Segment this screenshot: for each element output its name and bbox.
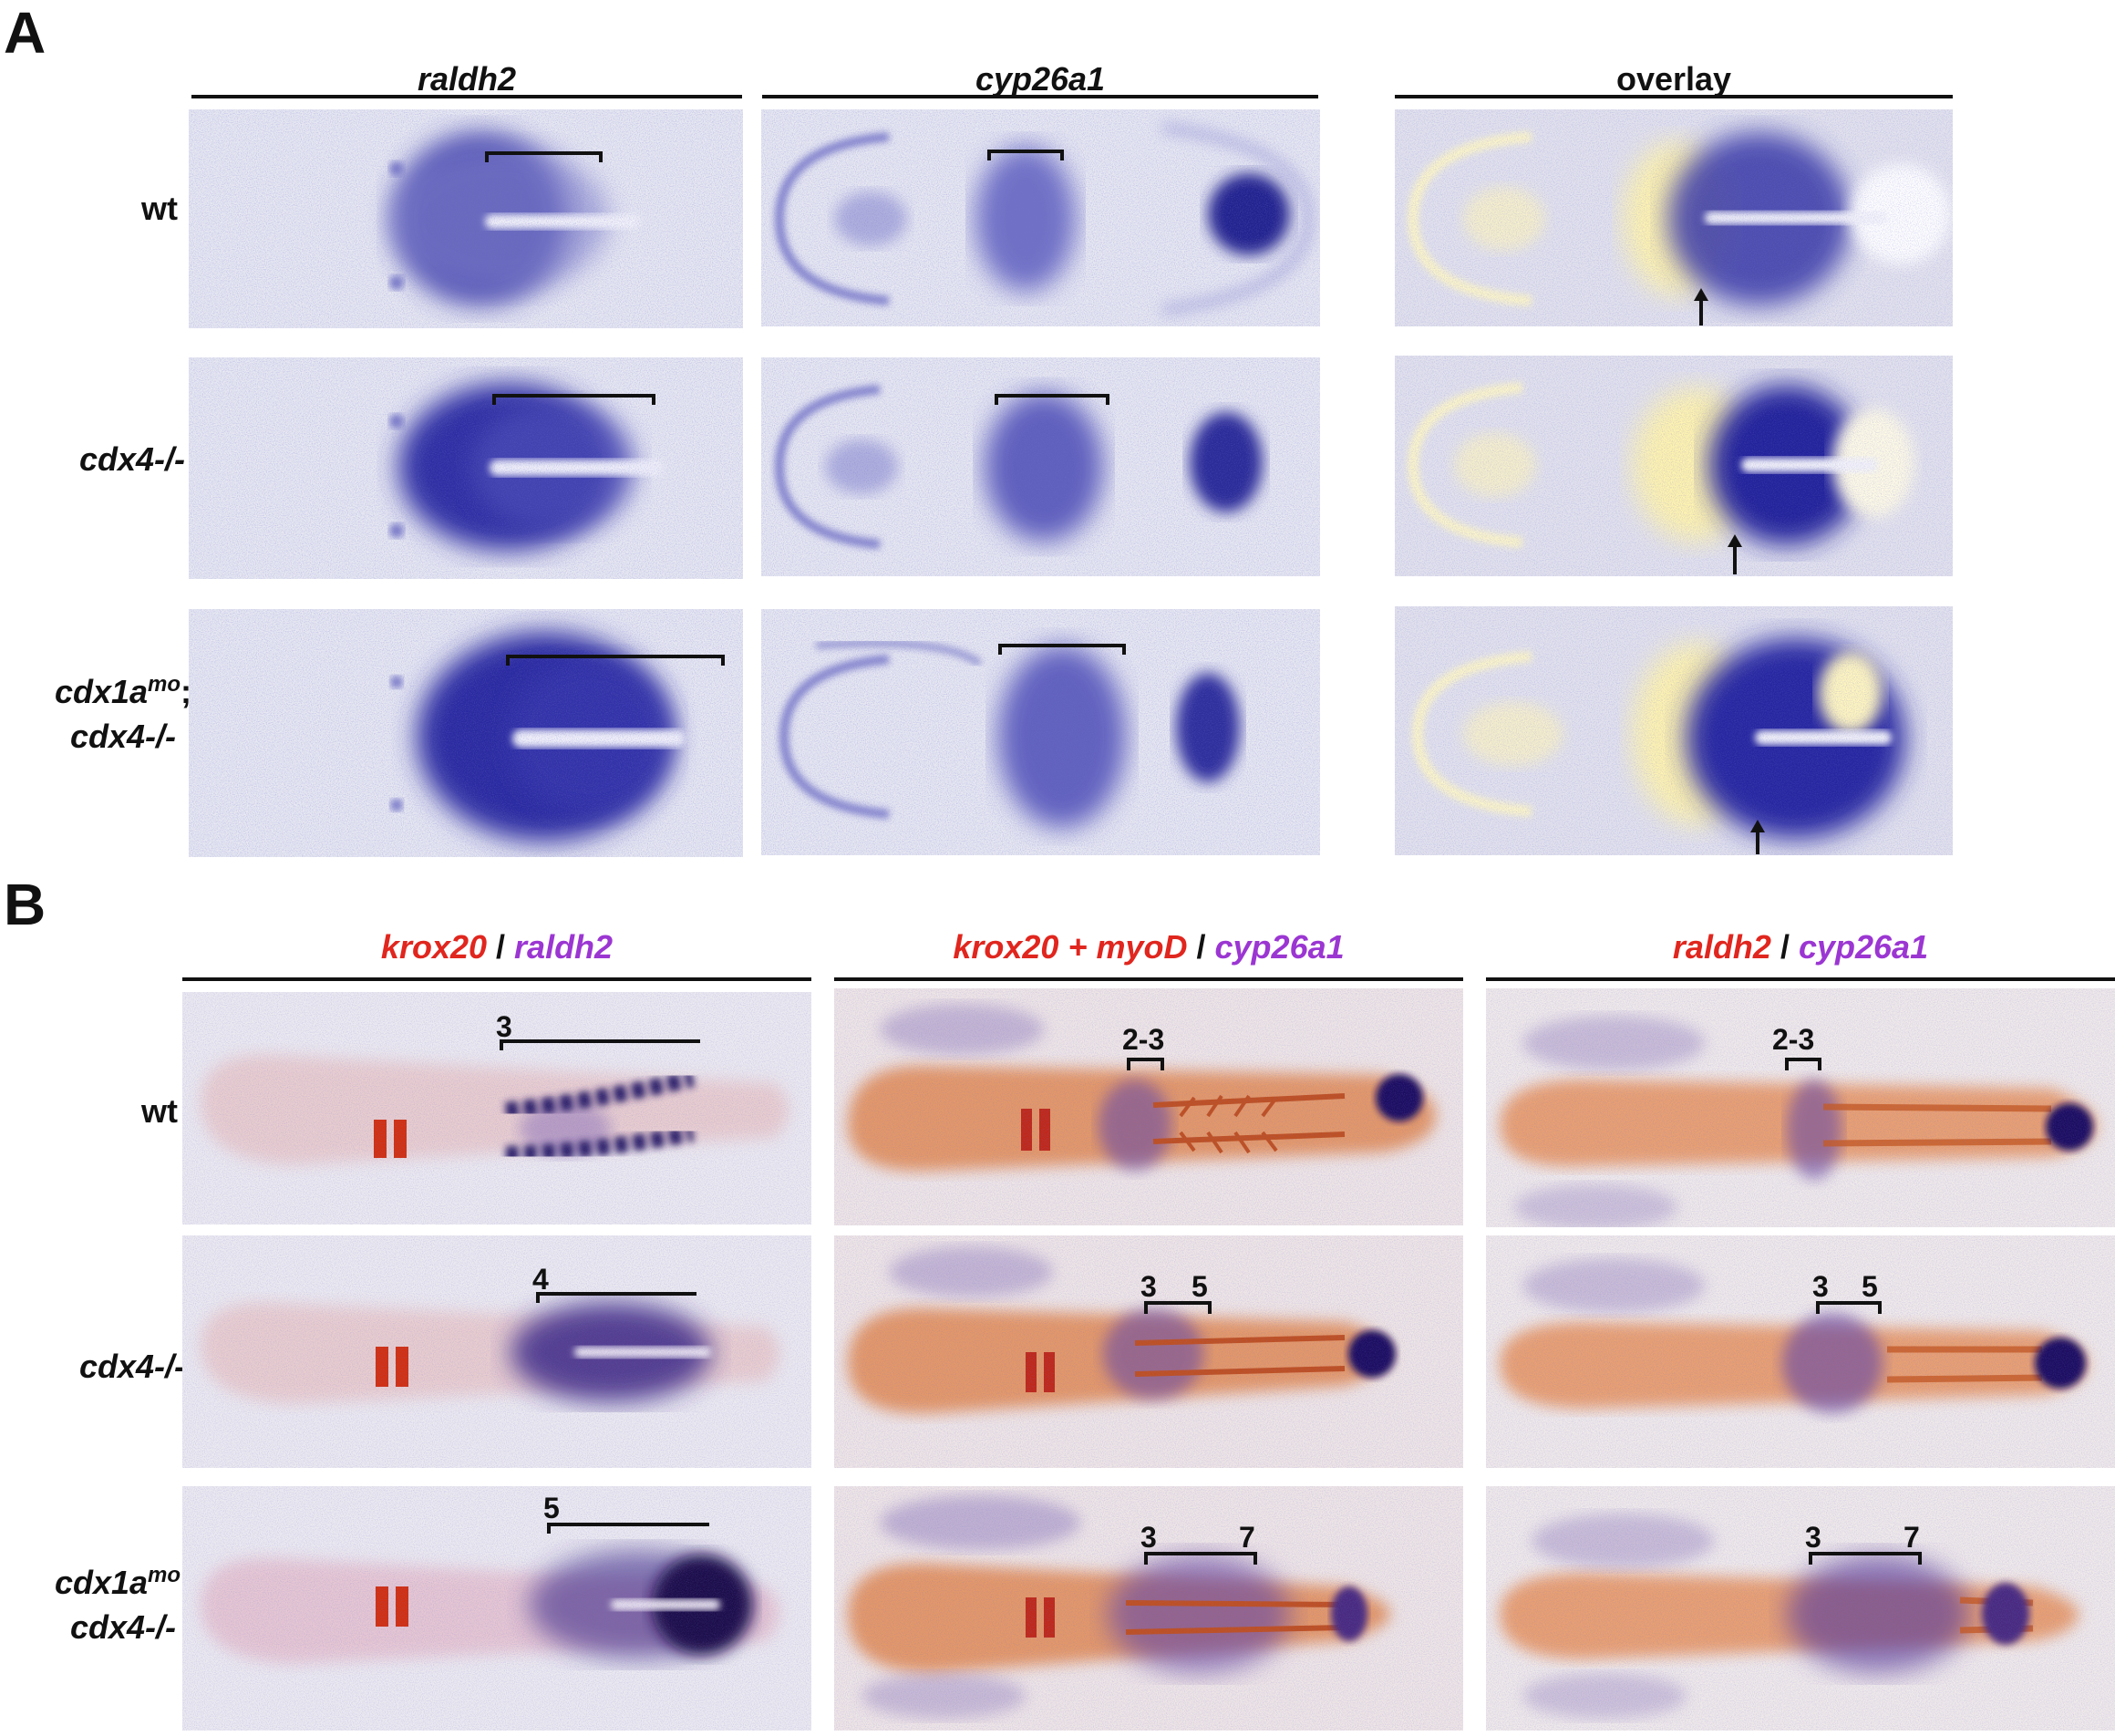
panel-b-raldh2-cyp26a1-wt-image: 2-3 — [1486, 988, 2115, 1227]
panel-b-raldh2-cyp26a1-cdx1a-cdx4-image: 3 7 — [1486, 1486, 2115, 1731]
panel-a-col-overlay: overlay — [1615, 60, 1732, 98]
panel-a-overlay-cdx4-image — [1395, 356, 1953, 576]
panel-b-row-label-cdx1a-cdx4: cdx1amo; cdx4-/- — [54, 1563, 191, 1646]
panel-b-krox20-raldh2-wt-image: 3 — [182, 992, 811, 1224]
panel-b-krox20-raldh2-cdx4-image: 4 — [182, 1235, 811, 1468]
bracket-number: 2-3 — [1772, 1023, 1815, 1056]
panel-a-col-rule — [1395, 95, 1953, 98]
panel-b-letter: B — [4, 872, 46, 937]
panel-b-col-krox20-myod-cyp26a1: krox20 + myoD / cyp26a1 — [953, 928, 1345, 966]
bracket-number: 2-3 — [1122, 1023, 1165, 1056]
bracket-number: 3 — [1812, 1270, 1829, 1303]
bracket-number: 4 — [532, 1263, 549, 1296]
panel-b-raldh2-cyp26a1-cdx4-image: 3 5 — [1486, 1235, 2115, 1468]
bracket-number: 3 — [1140, 1270, 1157, 1303]
panel-a-cyp26a1-wt-image — [761, 109, 1320, 326]
panel-a-cyp26a1-cdx1a-cdx4-image — [761, 609, 1320, 855]
bracket-number: 3 — [1805, 1521, 1821, 1554]
bracket-number: 7 — [1239, 1521, 1255, 1554]
bracket-number: 3 — [496, 1010, 512, 1043]
panel-b-col-krox20-raldh2: krox20 / raldh2 — [380, 928, 614, 966]
panel-b-col-raldh2-cyp26a1: raldh2 / cyp26a1 — [1672, 928, 1929, 966]
panel-b-krox20-raldh2-cdx1a-cdx4-image: 5 — [182, 1486, 811, 1731]
panel-a-raldh2-cdx4-image — [189, 357, 743, 579]
panel-a-col-cyp26a1: cyp26a1 — [975, 60, 1106, 98]
panel-b-col-rule — [834, 977, 1463, 981]
panel-a-cyp26a1-cdx4-image — [761, 357, 1320, 576]
panel-a-raldh2-wt-image — [189, 109, 743, 328]
panel-b-krox20-myod-cyp26a1-wt-image: 2-3 — [834, 988, 1463, 1225]
panel-a-overlay-cdx1a-cdx4-image — [1395, 606, 1953, 855]
bracket-number: 5 — [543, 1492, 560, 1524]
panel-b-row-label-wt: wt — [141, 1092, 178, 1130]
bracket-number: 5 — [1192, 1270, 1208, 1303]
panel-b-col-rule — [1486, 977, 2115, 981]
panel-a-col-rule — [191, 95, 742, 98]
panel-b-col-rule — [182, 977, 811, 981]
bracket-number: 7 — [1904, 1521, 1920, 1554]
panel-a-row-label-wt: wt — [141, 190, 178, 227]
panel-a-col-rule — [762, 95, 1318, 98]
panel-a-letter: A — [4, 0, 46, 66]
panel-b-krox20-myod-cyp26a1-cdx4-image: 3 5 — [834, 1235, 1463, 1468]
panel-a-row-label-cdx4: cdx4-/- — [78, 440, 186, 478]
panel-a-col-raldh2: raldh2 — [417, 60, 517, 98]
panel-b-krox20-myod-cyp26a1-cdx1a-cdx4-image: 3 7 — [834, 1486, 1463, 1731]
bracket-number: 5 — [1862, 1270, 1878, 1303]
panel-a-raldh2-cdx1a-cdx4-image — [189, 609, 743, 857]
panel-b-row-label-cdx4: cdx4-/- — [78, 1348, 186, 1385]
bracket-number: 3 — [1140, 1521, 1157, 1554]
panel-a-overlay-wt-image — [1395, 109, 1953, 326]
